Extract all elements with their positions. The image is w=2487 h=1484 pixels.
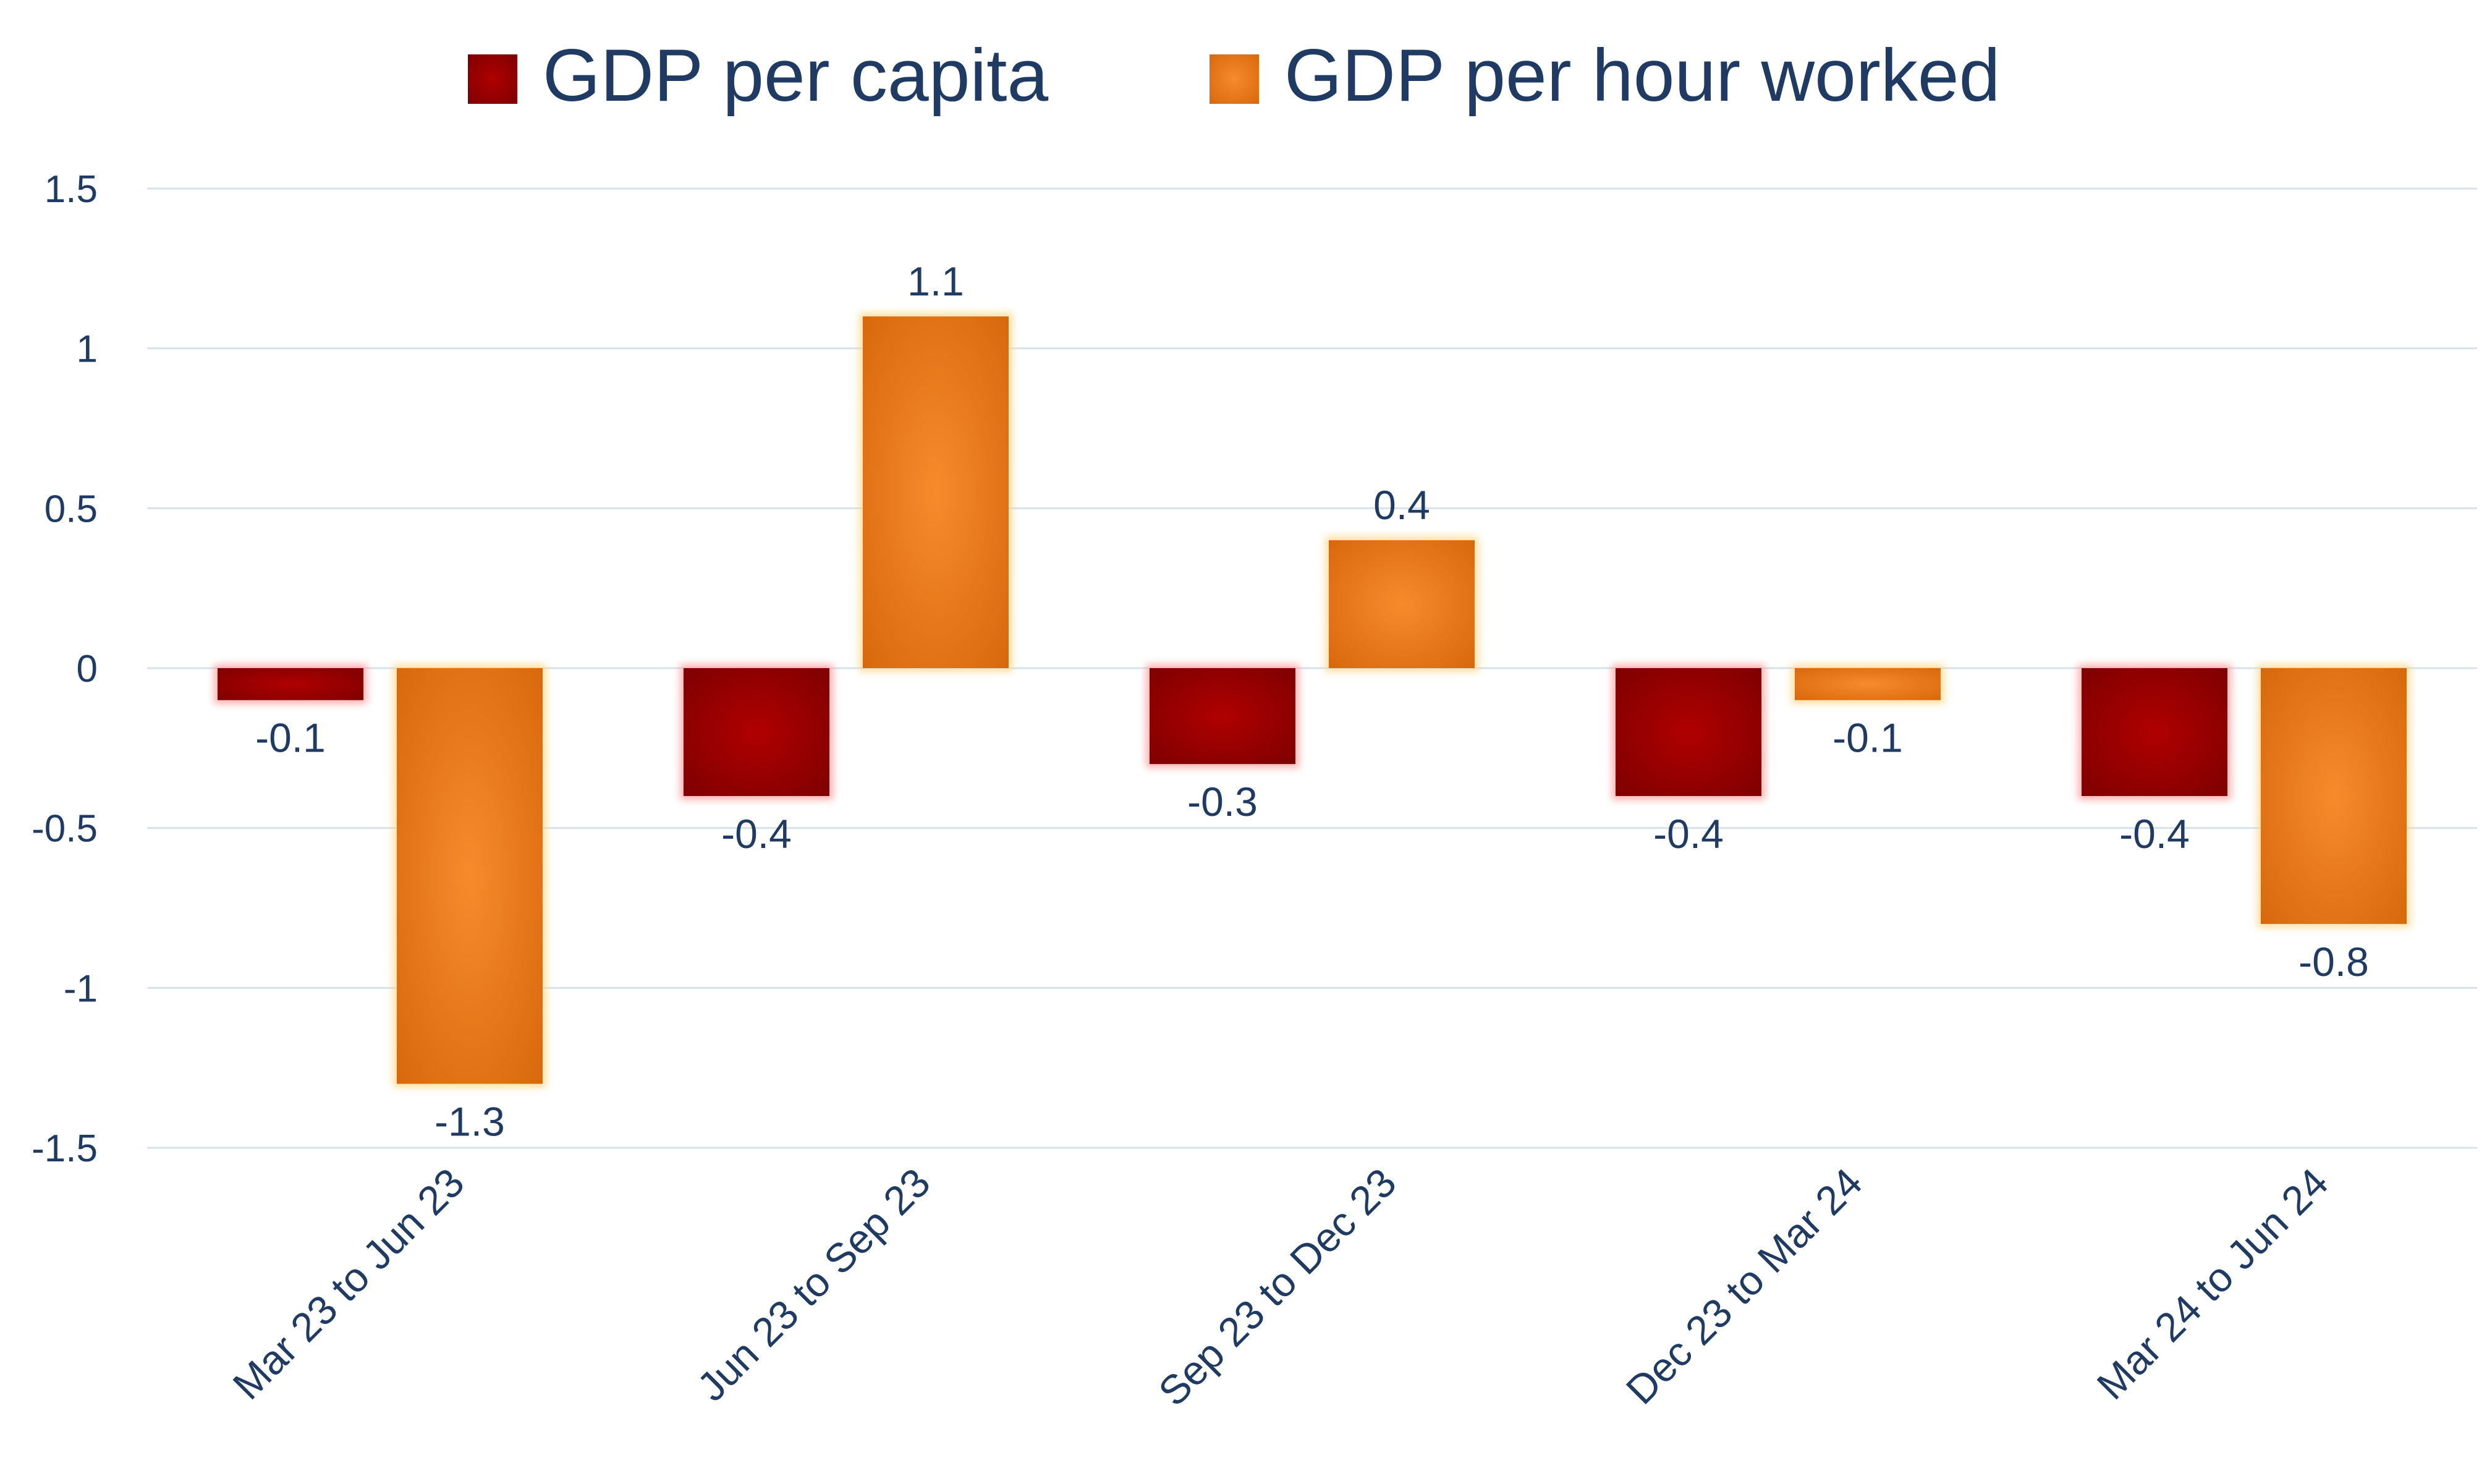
data-labels: -0.1 -1.3 -0.4 1.1 -0.3 0.4 -0.4 -0.1 -0.4 -0.8 — [255, 258, 2369, 1145]
bar — [684, 668, 829, 796]
y-tick-label: 1.5 — [44, 168, 98, 211]
bar — [2261, 668, 2407, 924]
data-label: -0.1 — [1832, 715, 1903, 761]
legend-swatch-gdp-per-capita — [468, 54, 517, 104]
y-tick-label: 1 — [77, 328, 98, 371]
y-tick-label: -1.5 — [32, 1127, 98, 1170]
x-tick-label: Sep 23 to Dec 23 — [1150, 1160, 1405, 1415]
data-label: -0.3 — [1187, 779, 1258, 825]
x-tick-label: Dec 23 to Mar 24 — [1617, 1160, 1871, 1413]
y-tick-label: -0.5 — [32, 808, 98, 850]
legend-label-gdp-per-hour-worked: GDP per hour worked — [1284, 34, 2000, 117]
data-label: -0.1 — [255, 715, 326, 761]
data-label: -0.4 — [2119, 811, 2190, 857]
x-tick-label: Mar 23 to Jun 23 — [224, 1160, 473, 1409]
legend-swatch-gdp-per-hour-worked — [1210, 54, 1259, 104]
data-label: 1.1 — [907, 258, 964, 304]
legend: GDP per capita GDP per hour worked — [468, 34, 2000, 117]
x-tick-label: Mar 24 to Jun 24 — [2088, 1160, 2337, 1409]
x-tick-label: Jun 23 to Sep 23 — [688, 1160, 939, 1410]
y-tick-label: 0 — [77, 648, 98, 690]
data-label: -0.8 — [2298, 939, 2369, 985]
y-tick-label: -1 — [64, 967, 98, 1010]
data-label: -1.3 — [434, 1099, 505, 1145]
bar — [1329, 540, 1475, 668]
legend-label-gdp-per-capita: GDP per capita — [543, 34, 1048, 117]
bar — [863, 316, 1009, 668]
bar — [1616, 668, 1761, 796]
bar — [2082, 668, 2227, 796]
bar — [218, 668, 363, 700]
bars — [214, 312, 2410, 1088]
data-label: 0.4 — [1373, 482, 1430, 528]
data-label: -0.4 — [1653, 811, 1724, 857]
bar — [1795, 668, 1941, 700]
bar — [397, 668, 543, 1084]
y-axis-ticks: 1.5 1 0.5 0 -0.5 -1 -1.5 — [32, 168, 98, 1170]
bar — [1150, 668, 1295, 765]
data-label: -0.4 — [721, 811, 792, 857]
x-axis-category-labels: Mar 23 to Jun 23 Jun 23 to Sep 23 Sep 23 t… — [224, 1160, 2337, 1415]
y-tick-label: 0.5 — [44, 488, 98, 530]
